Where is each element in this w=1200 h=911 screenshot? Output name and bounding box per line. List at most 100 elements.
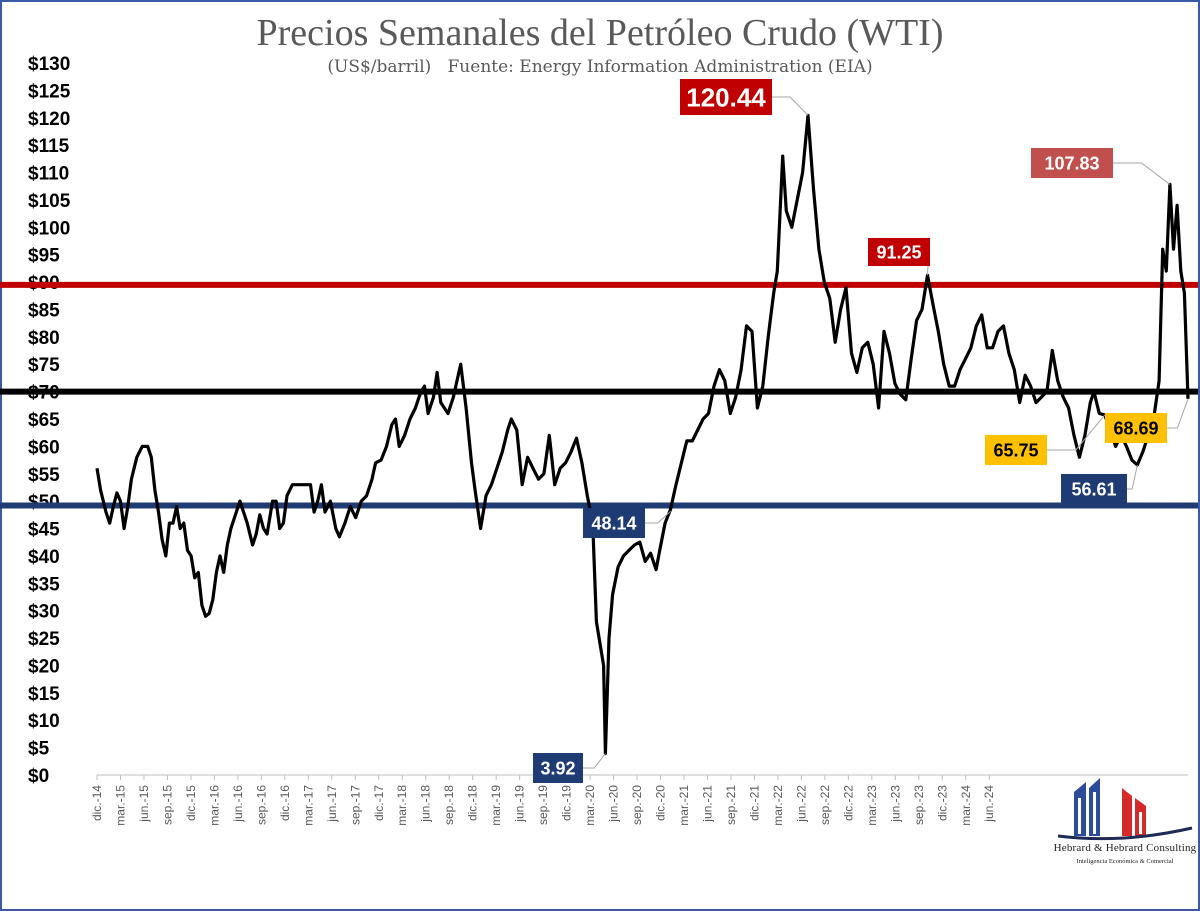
callout: 120.44 bbox=[680, 79, 809, 116]
y-tick-label: $20 bbox=[28, 656, 60, 677]
x-tick-label: mar.-21 bbox=[677, 785, 691, 826]
x-tick-label: jun.-20 bbox=[607, 785, 621, 823]
callout: 3.92 bbox=[533, 753, 606, 783]
y-tick-label: $125 bbox=[28, 81, 71, 102]
callout-box bbox=[680, 79, 772, 115]
callout-label: 65.75 bbox=[993, 440, 1038, 460]
x-tick-label: dic.-16 bbox=[278, 785, 292, 821]
x-tick-label: jun.-21 bbox=[700, 785, 714, 823]
callout: 56.61 bbox=[1061, 464, 1138, 504]
y-tick-label: $100 bbox=[28, 218, 70, 239]
series-layer bbox=[95, 113, 1190, 756]
x-tick-label: jun.-18 bbox=[419, 785, 433, 823]
callout-leader bbox=[772, 96, 809, 116]
callout-label: 91.25 bbox=[876, 242, 921, 262]
y-tick-label: $110 bbox=[28, 164, 69, 185]
x-tick-label: dic.-20 bbox=[654, 785, 668, 821]
y-tick-label: $35 bbox=[28, 574, 60, 595]
y-tick-label: $5 bbox=[28, 739, 50, 760]
y-tick-label: $30 bbox=[28, 602, 60, 623]
x-tick-label: mar.-22 bbox=[771, 785, 785, 826]
x-tick-label: sep.-16 bbox=[254, 785, 268, 825]
y-tick-label: $130 bbox=[28, 54, 70, 75]
x-tick-label: mar.-17 bbox=[301, 785, 315, 826]
x-tick-label: mar.-18 bbox=[395, 785, 409, 826]
x-tick-label: jun.-17 bbox=[325, 785, 339, 823]
y-tick-label: $55 bbox=[28, 465, 60, 486]
callout-box bbox=[1105, 413, 1167, 443]
logo-tagline: Inteligencia Económica & Comercial bbox=[1076, 858, 1174, 865]
x-tick-label: dic.-22 bbox=[841, 785, 855, 821]
y-tick-label: $0 bbox=[28, 766, 49, 787]
chart-subtitle: (US$/barril) Fuente: Energy Information … bbox=[327, 57, 872, 77]
y-tick-label: $65 bbox=[28, 410, 60, 431]
callout-label: 48.14 bbox=[591, 513, 636, 533]
callout-leader bbox=[1047, 414, 1106, 451]
y-tick-label: $115 bbox=[28, 136, 70, 157]
x-tick-label: jun.-16 bbox=[231, 785, 245, 823]
x-tick-label: jun.-24 bbox=[982, 785, 996, 823]
callout: 68.69 bbox=[1105, 398, 1189, 443]
x-tick-label: mar.-23 bbox=[865, 785, 879, 826]
x-tick-label: dic.-21 bbox=[747, 785, 761, 821]
callout-box bbox=[1061, 474, 1127, 504]
callout-box bbox=[583, 508, 645, 538]
y-tick-label: $75 bbox=[28, 355, 60, 376]
callout-box bbox=[533, 753, 583, 783]
x-tick-label: sep.-18 bbox=[442, 785, 456, 825]
chart-title: Precios Semanales del Petróleo Crudo (WT… bbox=[257, 12, 944, 54]
y-tick-label: $80 bbox=[28, 328, 60, 349]
callout: 65.75 bbox=[985, 414, 1106, 465]
callout-leader bbox=[1127, 464, 1138, 490]
x-tick-label: jun.-22 bbox=[794, 785, 808, 823]
x-axis: dic.-14 mar.-15 jun.-15 sep.-15 dic.-15 mar.-… bbox=[90, 774, 1188, 826]
x-tick-label: sep.-19 bbox=[536, 785, 550, 825]
y-tick-label: $40 bbox=[28, 547, 60, 568]
callout: 48.14 bbox=[583, 508, 671, 538]
callout: 107.83 bbox=[1031, 148, 1171, 185]
reference-lines bbox=[0, 281, 1198, 509]
y-axis: $0$5$10$15$20$25$30$35$40$45$50$55$60$65… bbox=[28, 54, 71, 787]
callout-box bbox=[868, 238, 930, 266]
x-tick-label: jun.-15 bbox=[137, 785, 151, 823]
y-tick-label: $10 bbox=[28, 711, 60, 732]
callout-label: 120.44 bbox=[686, 82, 766, 112]
x-tick-label: dic.-17 bbox=[372, 785, 386, 821]
x-tick-label: jun.-23 bbox=[888, 785, 902, 823]
callout-box bbox=[1031, 148, 1113, 178]
x-tick-label: mar.-19 bbox=[489, 785, 503, 826]
y-tick-label: $15 bbox=[28, 684, 60, 705]
callout-label: 107.83 bbox=[1044, 153, 1099, 173]
callout-box bbox=[985, 435, 1047, 465]
y-tick-label: $105 bbox=[28, 191, 71, 212]
y-tick-label: $95 bbox=[28, 246, 60, 267]
callout: 91.25 bbox=[868, 238, 930, 276]
x-tick-label: sep.-15 bbox=[160, 785, 174, 825]
company-logo: Hebrard & Hebrard Consulting Inteligenci… bbox=[1052, 778, 1198, 870]
logo-company-name: Hebrard & Hebrard Consulting bbox=[1053, 842, 1197, 854]
callout-leader bbox=[1113, 162, 1171, 185]
x-tick-label: sep.-22 bbox=[818, 785, 832, 825]
callout-leader bbox=[583, 753, 606, 769]
x-tick-label: dic.-19 bbox=[560, 785, 574, 821]
callout-label: 3.92 bbox=[540, 758, 575, 778]
x-tick-label: dic.-14 bbox=[90, 785, 104, 821]
y-tick-label: $45 bbox=[28, 520, 60, 541]
y-tick-label: $120 bbox=[28, 109, 70, 130]
callouts: 120.44 107.83 91.25 65.75 68.69 56.61 48.14 3.9… bbox=[533, 79, 1189, 783]
price-series-line bbox=[95, 113, 1190, 756]
x-tick-label: mar.-15 bbox=[113, 785, 127, 826]
y-tick-label: $85 bbox=[28, 300, 60, 321]
x-tick-label: mar.-24 bbox=[959, 785, 973, 826]
x-tick-label: sep.-17 bbox=[348, 785, 362, 825]
x-tick-label: dic.-23 bbox=[935, 785, 949, 821]
callout-leader bbox=[645, 510, 671, 524]
x-tick-label: mar.-20 bbox=[583, 785, 597, 826]
x-tick-label: sep.-20 bbox=[630, 785, 644, 825]
x-tick-label: sep.-21 bbox=[724, 785, 738, 825]
y-tick-label: $60 bbox=[28, 437, 60, 458]
callout-label: 56.61 bbox=[1071, 479, 1116, 499]
x-tick-label: mar.-16 bbox=[207, 785, 221, 826]
x-tick-label: dic.-18 bbox=[466, 785, 480, 821]
